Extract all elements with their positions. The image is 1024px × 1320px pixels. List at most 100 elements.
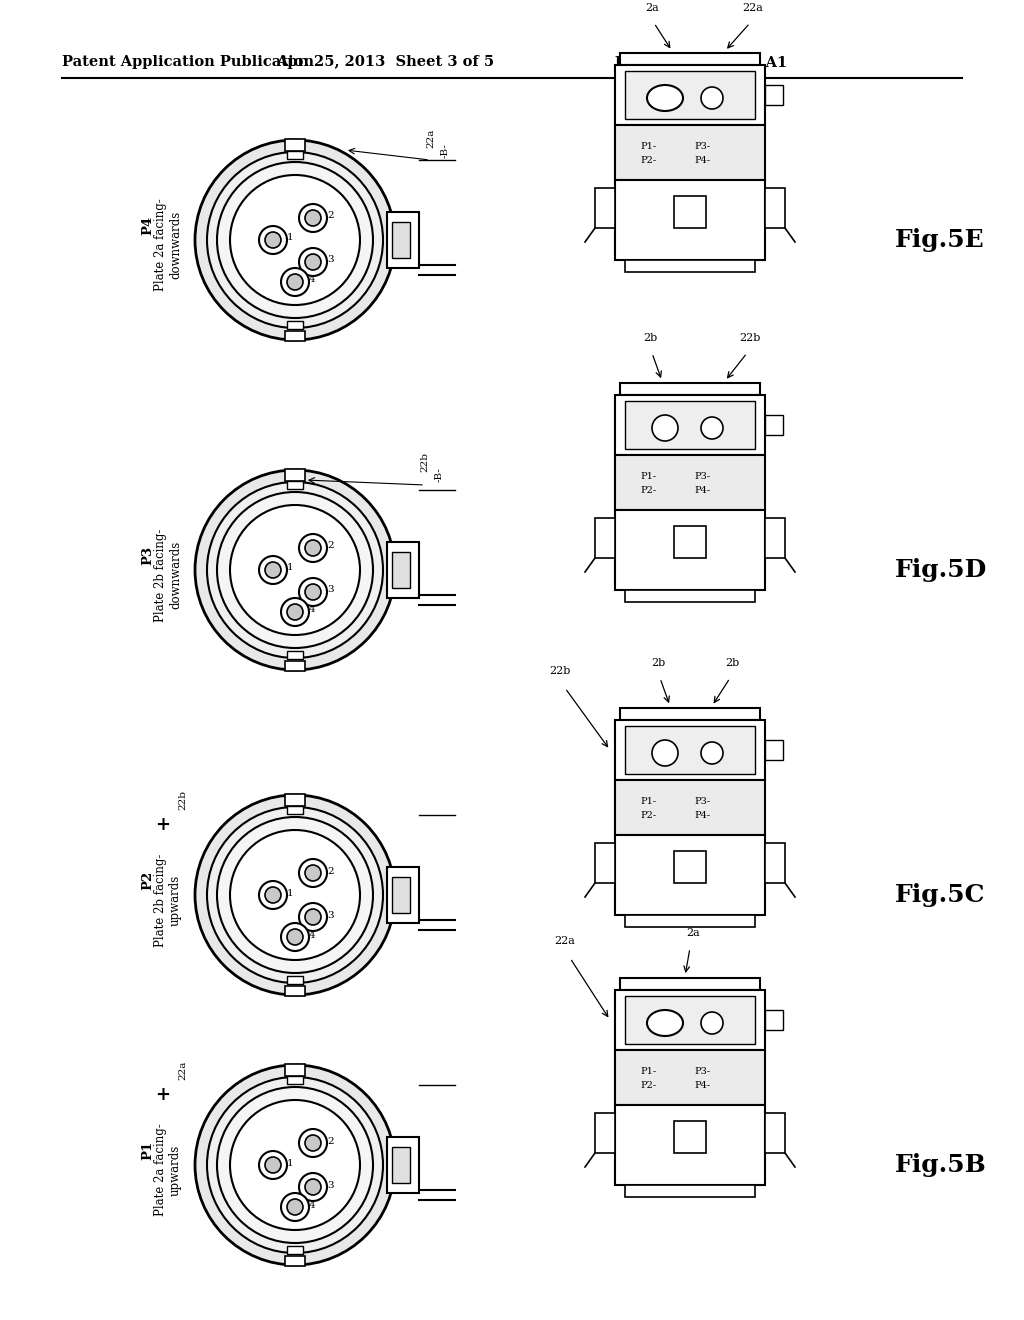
Text: 3: 3 xyxy=(327,1180,334,1189)
Bar xyxy=(615,1105,765,1185)
Circle shape xyxy=(259,1151,287,1179)
Bar xyxy=(392,222,410,257)
Text: Fig.5C: Fig.5C xyxy=(895,883,985,907)
Text: Plate 2b facing-
downwards: Plate 2b facing- downwards xyxy=(154,528,182,622)
Bar xyxy=(287,807,303,814)
Circle shape xyxy=(265,232,281,248)
Circle shape xyxy=(287,1199,303,1214)
Circle shape xyxy=(701,87,723,110)
Circle shape xyxy=(230,1100,360,1230)
Text: 2b: 2b xyxy=(643,333,657,343)
Circle shape xyxy=(259,880,287,909)
Bar xyxy=(285,795,305,807)
Bar xyxy=(625,71,755,119)
Text: P3-: P3- xyxy=(694,1067,710,1076)
Bar xyxy=(285,661,305,671)
Text: 22b: 22b xyxy=(549,667,570,676)
Bar xyxy=(615,836,765,915)
Text: 2b: 2b xyxy=(651,657,666,668)
Text: 1: 1 xyxy=(287,888,294,898)
Bar xyxy=(285,331,305,341)
Bar xyxy=(674,195,706,228)
Circle shape xyxy=(281,1193,309,1221)
Circle shape xyxy=(265,887,281,903)
Text: P4-: P4- xyxy=(694,1081,710,1090)
Text: 2: 2 xyxy=(327,1137,334,1146)
Bar xyxy=(615,180,765,260)
Circle shape xyxy=(195,795,395,995)
Bar xyxy=(765,843,785,883)
Text: P4-: P4- xyxy=(694,156,710,165)
Circle shape xyxy=(305,909,321,925)
Circle shape xyxy=(207,1077,383,1253)
Circle shape xyxy=(701,417,723,440)
Circle shape xyxy=(287,929,303,945)
Text: 1: 1 xyxy=(287,234,294,243)
Text: 2: 2 xyxy=(327,541,334,550)
Bar xyxy=(615,510,765,590)
Text: P3-: P3- xyxy=(694,473,710,480)
Bar xyxy=(765,84,783,106)
Bar xyxy=(625,590,755,602)
Circle shape xyxy=(265,1158,281,1173)
Circle shape xyxy=(299,248,327,276)
Text: P4-: P4- xyxy=(694,810,710,820)
Text: 22b: 22b xyxy=(421,451,429,473)
Text: 2: 2 xyxy=(327,866,334,875)
Circle shape xyxy=(265,562,281,578)
Bar xyxy=(615,125,765,180)
Circle shape xyxy=(230,506,360,635)
Circle shape xyxy=(195,140,395,341)
Bar xyxy=(287,150,303,158)
Bar xyxy=(285,986,305,997)
Circle shape xyxy=(217,162,373,318)
Bar xyxy=(387,213,419,268)
Circle shape xyxy=(299,1129,327,1158)
Text: 22b: 22b xyxy=(739,333,761,343)
Text: 3: 3 xyxy=(327,911,334,920)
Text: US 2013/0102202 A1: US 2013/0102202 A1 xyxy=(615,55,787,69)
Circle shape xyxy=(305,540,321,556)
Text: Fig.5D: Fig.5D xyxy=(895,558,987,582)
Circle shape xyxy=(217,1086,373,1243)
Circle shape xyxy=(305,583,321,601)
Bar xyxy=(615,1049,765,1105)
Bar xyxy=(765,414,783,436)
Circle shape xyxy=(305,253,321,271)
Bar xyxy=(625,401,755,449)
Circle shape xyxy=(217,492,373,648)
Bar xyxy=(287,321,303,329)
Text: Apr. 25, 2013  Sheet 3 of 5: Apr. 25, 2013 Sheet 3 of 5 xyxy=(275,55,494,69)
Circle shape xyxy=(259,556,287,583)
Circle shape xyxy=(230,176,360,305)
Circle shape xyxy=(299,578,327,606)
Text: 2: 2 xyxy=(327,211,334,220)
Bar xyxy=(387,1137,419,1193)
Text: P1-: P1- xyxy=(640,797,656,807)
Bar xyxy=(285,1257,305,1266)
Text: Patent Application Publication: Patent Application Publication xyxy=(62,55,314,69)
Text: 1: 1 xyxy=(287,564,294,573)
Circle shape xyxy=(207,482,383,657)
Text: -B-: -B- xyxy=(434,467,443,482)
Ellipse shape xyxy=(647,84,683,111)
Bar xyxy=(765,1010,783,1030)
Text: 22a: 22a xyxy=(427,128,435,148)
Text: P1-: P1- xyxy=(640,473,656,480)
Bar xyxy=(625,260,755,272)
Circle shape xyxy=(230,830,360,960)
Text: 22b: 22b xyxy=(178,789,187,810)
Circle shape xyxy=(217,817,373,973)
Text: 4: 4 xyxy=(309,606,315,615)
Circle shape xyxy=(652,741,678,766)
Text: 2a: 2a xyxy=(645,3,658,13)
Bar xyxy=(392,552,410,587)
Circle shape xyxy=(195,470,395,671)
Bar xyxy=(765,517,785,558)
Text: P2-: P2- xyxy=(640,156,656,165)
Bar xyxy=(285,139,305,150)
Text: P4: P4 xyxy=(141,215,155,235)
Bar xyxy=(615,780,765,836)
Text: P3-: P3- xyxy=(694,797,710,807)
Bar xyxy=(674,525,706,558)
